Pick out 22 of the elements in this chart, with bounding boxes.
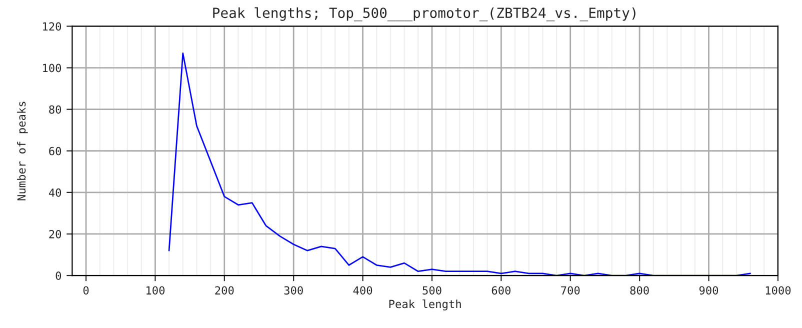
x-tick-label: 800 — [630, 286, 649, 295]
x-tick-label: 0 — [83, 286, 89, 295]
x-axis-title: Peak length — [389, 300, 461, 310]
x-tick-label: 500 — [422, 286, 442, 295]
x-tick-label: 100 — [146, 286, 165, 295]
x-tick-label: 1000 — [766, 286, 791, 295]
x-tick-label: 600 — [492, 286, 510, 295]
y-tick-label: 100 — [43, 64, 62, 72]
x-tick-label: 300 — [284, 286, 303, 295]
x-tick-label: 700 — [561, 286, 580, 295]
y-tick-label: 40 — [48, 188, 62, 197]
y-axis-title: Number of peaks — [17, 102, 28, 200]
y-tick-label: 80 — [49, 105, 62, 114]
x-tick-label: 900 — [699, 286, 718, 295]
y-tick-label: 0 — [56, 272, 62, 280]
y-tick-label: 60 — [49, 146, 62, 156]
y-tick-label: 120 — [43, 22, 62, 31]
x-tick-label: 200 — [215, 286, 234, 295]
y-tick-label: 20 — [49, 230, 62, 238]
line-series — [168, 52, 751, 276]
x-tick-label: 400 — [353, 286, 372, 295]
chart-title: Peak lengths; Top_500___promotor_(ZBTB24_vs._Empty) — [213, 7, 636, 22]
